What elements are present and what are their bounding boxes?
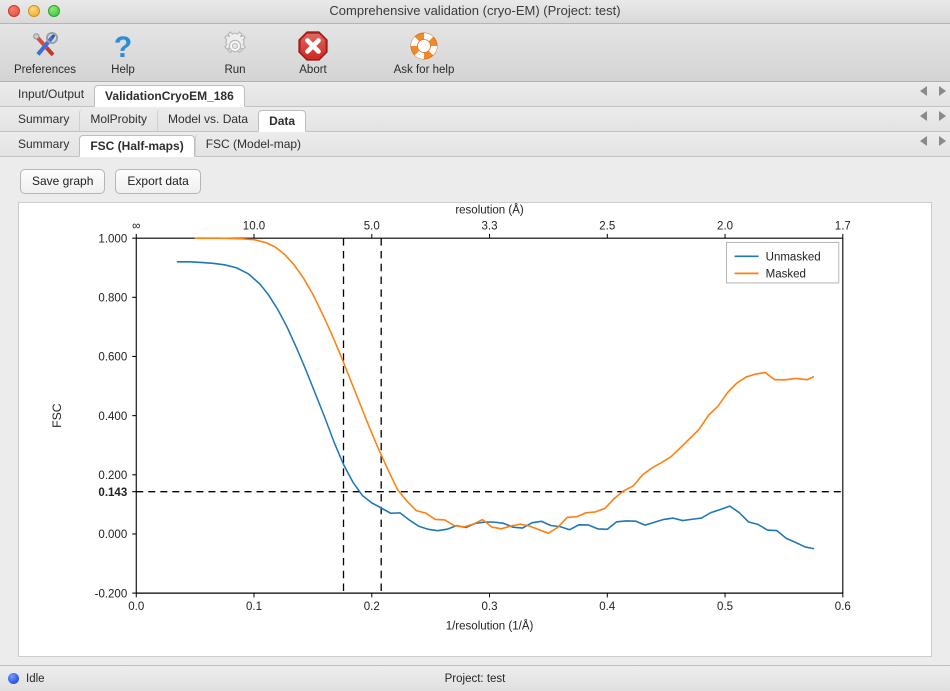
help-button[interactable]: ? Help — [84, 26, 162, 76]
window-title: Comprehensive validation (cryo-EM) (Proj… — [329, 3, 621, 18]
top-axis-tick-label: 10.0 — [243, 218, 266, 232]
question-mark-icon: ? — [108, 29, 138, 63]
legend-label-masked: Masked — [766, 266, 806, 280]
x-axis-tick-label: 0.0 — [128, 599, 144, 613]
fsc-chart[interactable]: ∞ 10.0 5.0 3.3 2.5 2.0 1.7 resolution (Å) 0.0 0.1… — [19, 203, 931, 656]
preferences-label: Preferences — [13, 64, 76, 76]
status-bar: Idle Project: test — [0, 665, 950, 691]
tab-fsc-half-maps[interactable]: FSC (Half-maps) — [79, 135, 195, 157]
x-axis-tick-label: 0.2 — [364, 599, 380, 613]
series-line-unmasked — [176, 261, 815, 550]
help-label: Help — [111, 64, 135, 76]
run-button[interactable]: Run — [196, 26, 274, 76]
project-label: Project: test — [444, 672, 506, 685]
top-axis-tick-label: 3.3 — [482, 218, 498, 232]
y-axis-tick-label: 0.200 — [98, 468, 127, 482]
abort-label: Abort — [299, 64, 327, 76]
run-label: Run — [224, 64, 246, 76]
scroll-right-icon[interactable] — [939, 111, 946, 121]
zoom-button[interactable] — [48, 5, 60, 17]
x-axis-tick-label: 0.3 — [482, 599, 498, 613]
title-bar: Comprehensive validation (cryo-EM) (Proj… — [0, 0, 950, 24]
toolbar: Preferences ? Help Run — [0, 24, 950, 82]
graph-action-buttons: Save graph Export data — [20, 169, 938, 194]
ask-for-help-label: Ask for help — [393, 64, 455, 76]
top-axis-tick-label: ∞ — [132, 218, 140, 232]
tab-model-vs-data[interactable]: Model vs. Data — [157, 109, 258, 131]
legend-label-unmasked: Unmasked — [766, 249, 821, 263]
scroll-right-icon[interactable] — [939, 86, 946, 96]
stop-x-icon — [297, 29, 329, 63]
export-data-button[interactable]: Export data — [115, 169, 201, 194]
y-axis-tick-label: 0.000 — [98, 527, 127, 541]
x-axis-tick-label: 0.4 — [599, 599, 615, 613]
tabbar-level1: Input/Output ValidationCryoEM_186 — [0, 82, 950, 107]
x-axis-title: 1/resolution (1/Å) — [446, 617, 534, 632]
x-axis-tick-label: 0.1 — [246, 599, 262, 613]
tools-icon — [28, 29, 62, 63]
gear-icon — [219, 29, 251, 63]
top-axis-title: resolution (Å) — [455, 203, 523, 217]
window-controls — [8, 5, 60, 17]
tabbar-level1-nav — [920, 86, 946, 96]
y-axis-tick-label: 0.800 — [98, 290, 127, 304]
tab-fsc-model-map[interactable]: FSC (Model-map) — [194, 134, 311, 156]
scroll-left-icon[interactable] — [920, 86, 927, 96]
x-axis-tick-label: 0.6 — [835, 599, 851, 613]
x-axis-tick-label: 0.5 — [717, 599, 733, 613]
svg-text:?: ? — [114, 31, 132, 62]
tab-input-output[interactable]: Input/Output — [18, 87, 85, 101]
tab-molprobity[interactable]: MolProbity — [79, 109, 157, 131]
y-axis-tick-label: 0.400 — [98, 409, 127, 423]
top-axis-tick-label: 2.5 — [599, 218, 615, 232]
fsc-threshold-label: 0.143 — [98, 485, 127, 499]
status-indicator-icon — [8, 673, 19, 684]
y-axis-title: FSC — [50, 403, 64, 428]
fsc-plot-panel: ∞ 10.0 5.0 3.3 2.5 2.0 1.7 resolution (Å) 0.0 0.1… — [18, 202, 932, 657]
save-graph-button[interactable]: Save graph — [20, 169, 106, 194]
preferences-button[interactable]: Preferences — [6, 26, 84, 76]
top-axis-tick-label: 5.0 — [364, 218, 380, 232]
tab-summary-l2[interactable]: Summary — [18, 112, 70, 126]
y-axis-tick-label: -0.200 — [95, 586, 128, 600]
scroll-right-icon[interactable] — [939, 136, 946, 146]
content-area: Save graph Export data ∞ 10.0 5.0 3.3 2.5 2.0… — [0, 157, 950, 665]
legend-box — [726, 241, 840, 284]
tab-validationcryoem[interactable]: ValidationCryoEM_186 — [94, 85, 245, 107]
tabbar-level2-nav — [920, 111, 946, 121]
ask-for-help-button[interactable]: Ask for help — [376, 26, 472, 76]
tab-summary-l3[interactable]: Summary — [18, 137, 70, 151]
status-text: Idle — [26, 672, 45, 685]
y-axis-tick-label: 0.600 — [98, 349, 127, 363]
series-line-masked — [194, 237, 815, 535]
scroll-left-icon[interactable] — [920, 136, 927, 146]
tab-data[interactable]: Data — [258, 110, 307, 132]
top-axis-tick-label: 1.7 — [835, 218, 851, 232]
top-axis-tick-label: 2.0 — [717, 218, 733, 232]
close-button[interactable] — [8, 5, 20, 17]
scroll-left-icon[interactable] — [920, 111, 927, 121]
y-axis-tick-label: 1.000 — [98, 231, 127, 245]
tabbar-level3: Summary FSC (Half-maps) FSC (Model-map) — [0, 132, 950, 157]
tabbar-level3-nav — [920, 136, 946, 146]
life-ring-icon — [408, 29, 440, 63]
minimize-button[interactable] — [28, 5, 40, 17]
abort-button[interactable]: Abort — [274, 26, 352, 76]
tabbar-level2: Summary MolProbity Model vs. Data Data — [0, 107, 950, 132]
